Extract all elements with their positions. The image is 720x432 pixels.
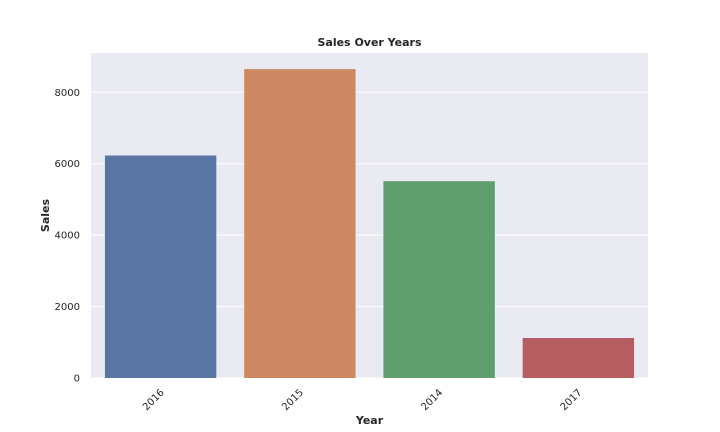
y-tick-label: 4000 xyxy=(55,231,80,242)
bar-2017 xyxy=(522,338,635,378)
bars xyxy=(104,69,635,379)
y-tick-label: 8000 xyxy=(55,88,80,99)
y-tick-label: 6000 xyxy=(55,159,80,170)
x-tick-label: 2017 xyxy=(559,387,585,413)
y-tick-label: 0 xyxy=(74,374,80,385)
bar-2014 xyxy=(383,181,495,378)
x-axis-label: Year xyxy=(355,414,384,427)
x-tick-label: 2016 xyxy=(141,387,167,413)
y-axis-ticks: 0 2000 4000 6000 8000 xyxy=(55,88,80,385)
bar-2016 xyxy=(104,155,217,378)
y-tick-label: 2000 xyxy=(55,302,80,313)
y-axis-label: Sales xyxy=(39,198,52,232)
x-axis-ticks: 2016 2015 2014 2017 xyxy=(141,387,585,413)
x-tick-label: 2015 xyxy=(280,387,306,413)
chart-title: Sales Over Years xyxy=(317,36,421,49)
x-tick-label: 2014 xyxy=(419,387,445,413)
bar-2015 xyxy=(244,69,356,379)
